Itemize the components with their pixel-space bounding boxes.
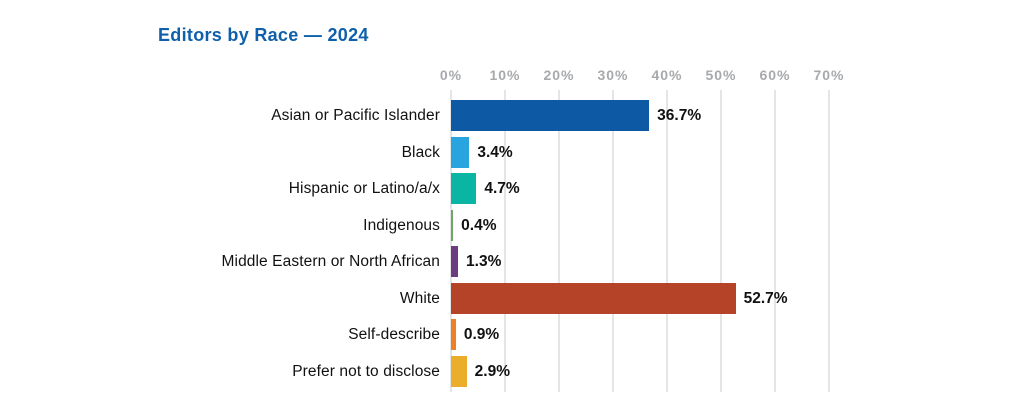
gridline [828,90,830,392]
value-label: 3.4% [477,143,513,161]
category-label: Indigenous [363,216,440,234]
x-tick-label: 20% [543,67,575,83]
category-label: Middle Eastern or North African [221,253,440,270]
category-label: Black [401,143,440,161]
category-label: Prefer not to disclose [292,362,440,380]
bar [451,209,454,241]
x-tick-label: 60% [759,67,791,83]
category-label: White [399,289,440,307]
gridline [558,90,560,392]
x-tick-label: 0% [439,67,463,83]
x-tick-label: 10% [489,67,521,83]
category-label: Asian or Pacific Islander [271,107,440,124]
gridline [774,90,776,392]
x-axis: 0% 10% 20% 30% 40% 50% 60% 70% [0,67,1012,87]
gridline [666,90,668,392]
chart-title: Editors by Race — 2024 [158,25,369,45]
bar [451,136,470,168]
x-tick-label: 50% [705,67,737,83]
bar-row: Middle Eastern or North African 1.3% [0,246,1012,277]
bar [451,282,736,314]
bar-row: Hispanic or Latino/a/x 4.7% [0,173,1012,204]
value-label: 0.4% [461,216,497,234]
bar [451,246,459,277]
bar-row: Indigenous 0.4% [0,209,1012,241]
gridlines [0,90,1012,392]
gridline [504,90,506,392]
bar-row: Prefer not to disclose 2.9% [0,355,1012,387]
category-label: Hispanic or Latino/a/x [288,180,440,197]
value-label: 36.7% [657,107,702,124]
bar [451,100,650,131]
bar-row: Self-describe 0.9% [0,319,1012,350]
bar [451,319,456,350]
x-tick-label: 70% [813,67,845,83]
x-tick-label: 40% [651,67,683,83]
x-tick-label: 30% [597,67,629,83]
value-label: 0.9% [463,326,500,343]
category-label: Self-describe [348,326,440,343]
value-label: 4.7% [484,180,520,197]
bar [451,173,477,204]
bar [451,355,467,387]
value-label: 52.7% [743,289,788,307]
bar-row: White 52.7% [0,282,1012,314]
bar-row: Asian or Pacific Islander 36.7% [0,100,1012,131]
gridline [612,90,614,392]
value-label: 2.9% [474,362,510,380]
value-label: 1.3% [466,253,502,270]
gridline [720,90,722,392]
bar-row: Black 3.4% [0,136,1012,168]
gridline [450,90,452,392]
